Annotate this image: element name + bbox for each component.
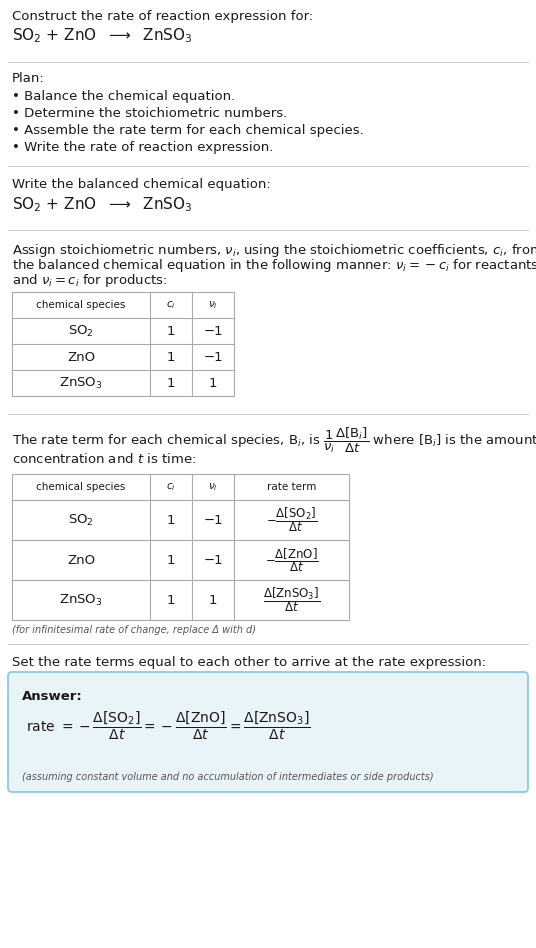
Text: 1: 1 — [167, 376, 175, 390]
Text: (assuming constant volume and no accumulation of intermediates or side products): (assuming constant volume and no accumul… — [22, 772, 434, 782]
Text: chemical species: chemical species — [36, 482, 125, 492]
Text: 1: 1 — [167, 593, 175, 607]
Text: SO$_2$: SO$_2$ — [68, 323, 94, 338]
Text: $-\dfrac{\Delta[\mathrm{SO_2}]}{\Delta t}$: $-\dfrac{\Delta[\mathrm{SO_2}]}{\Delta t… — [266, 505, 317, 535]
Text: The rate term for each chemical species, B$_i$, is $\dfrac{1}{\nu_i}\dfrac{\Delt: The rate term for each chemical species,… — [12, 426, 536, 455]
Text: 1: 1 — [209, 376, 217, 390]
Text: SO$_2$: SO$_2$ — [68, 513, 94, 527]
Text: Assign stoichiometric numbers, $\nu_i$, using the stoichiometric coefficients, $: Assign stoichiometric numbers, $\nu_i$, … — [12, 242, 536, 259]
Text: SO$_2$ + ZnO  $\longrightarrow$  ZnSO$_3$: SO$_2$ + ZnO $\longrightarrow$ ZnSO$_3$ — [12, 195, 193, 213]
Text: • Write the rate of reaction expression.: • Write the rate of reaction expression. — [12, 141, 273, 154]
Text: 1: 1 — [167, 554, 175, 567]
Text: • Assemble the rate term for each chemical species.: • Assemble the rate term for each chemic… — [12, 124, 364, 137]
Text: ZnSO$_3$: ZnSO$_3$ — [59, 375, 103, 391]
Text: ZnO: ZnO — [67, 554, 95, 567]
Text: $\nu_i$: $\nu_i$ — [208, 300, 218, 311]
Text: SO$_2$ + ZnO  $\longrightarrow$  ZnSO$_3$: SO$_2$ + ZnO $\longrightarrow$ ZnSO$_3$ — [12, 26, 193, 45]
Text: • Balance the chemical equation.: • Balance the chemical equation. — [12, 90, 235, 103]
Text: Set the rate terms equal to each other to arrive at the rate expression:: Set the rate terms equal to each other t… — [12, 656, 486, 669]
Text: the balanced chemical equation in the following manner: $\nu_i = -c_i$ for react: the balanced chemical equation in the fo… — [12, 257, 536, 274]
Text: −1: −1 — [203, 554, 223, 567]
Text: Write the balanced chemical equation:: Write the balanced chemical equation: — [12, 178, 271, 191]
Text: $\nu_i$: $\nu_i$ — [208, 481, 218, 493]
Text: Answer:: Answer: — [22, 690, 83, 703]
Text: rate term: rate term — [267, 482, 316, 492]
Text: and $\nu_i = c_i$ for products:: and $\nu_i = c_i$ for products: — [12, 272, 168, 289]
Text: 1: 1 — [167, 324, 175, 337]
Text: 1: 1 — [167, 351, 175, 363]
Text: rate $= -\dfrac{\Delta[\mathrm{SO_2}]}{\Delta t} = -\dfrac{\Delta[\mathrm{ZnO}]}: rate $= -\dfrac{\Delta[\mathrm{SO_2}]}{\… — [26, 710, 310, 742]
FancyBboxPatch shape — [8, 672, 528, 792]
Text: chemical species: chemical species — [36, 300, 125, 310]
Text: Construct the rate of reaction expression for:: Construct the rate of reaction expressio… — [12, 10, 313, 23]
Text: 1: 1 — [167, 514, 175, 526]
Text: • Determine the stoichiometric numbers.: • Determine the stoichiometric numbers. — [12, 107, 287, 120]
Text: (for infinitesimal rate of change, replace Δ with d): (for infinitesimal rate of change, repla… — [12, 625, 256, 635]
Text: ZnSO$_3$: ZnSO$_3$ — [59, 592, 103, 608]
Text: $-\dfrac{\Delta[\mathrm{ZnO}]}{\Delta t}$: $-\dfrac{\Delta[\mathrm{ZnO}]}{\Delta t}… — [265, 546, 318, 574]
Text: 1: 1 — [209, 593, 217, 607]
Text: −1: −1 — [203, 514, 223, 526]
Text: $\dfrac{\Delta[\mathrm{ZnSO_3}]}{\Delta t}$: $\dfrac{\Delta[\mathrm{ZnSO_3}]}{\Delta … — [263, 586, 320, 614]
Text: $c_i$: $c_i$ — [166, 481, 176, 493]
Text: concentration and $t$ is time:: concentration and $t$ is time: — [12, 452, 196, 466]
Text: −1: −1 — [203, 324, 223, 337]
Text: $c_i$: $c_i$ — [166, 300, 176, 311]
Text: ZnO: ZnO — [67, 351, 95, 363]
Text: Plan:: Plan: — [12, 72, 44, 85]
Text: −1: −1 — [203, 351, 223, 363]
Bar — [12, 292, 234, 396]
Bar — [12, 474, 349, 620]
